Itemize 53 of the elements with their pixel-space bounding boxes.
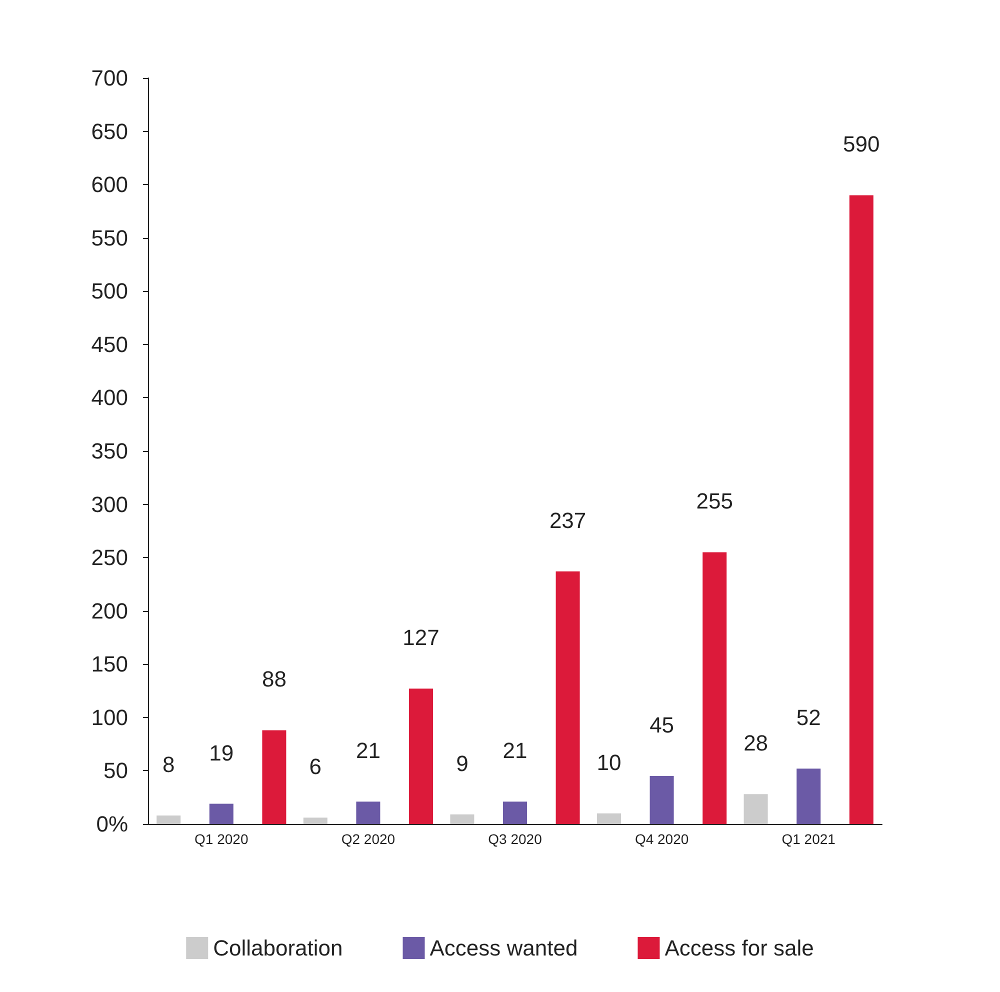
bar — [849, 195, 874, 824]
x-tick-label: Q2 2020 — [341, 831, 396, 847]
data-label: 6 — [309, 754, 322, 780]
y-tick-label: 400 — [91, 385, 128, 410]
bar — [156, 815, 181, 824]
bar — [796, 768, 821, 824]
y-tick-label: 200 — [91, 598, 128, 624]
data-label: 127 — [402, 625, 440, 650]
data-label: 10 — [596, 750, 622, 775]
y-tick-label: 350 — [91, 438, 128, 464]
data-label: 8 — [162, 752, 175, 777]
legend-label: Collaboration — [213, 936, 343, 960]
y-tick-label: 550 — [91, 225, 128, 250]
bar — [556, 571, 580, 824]
data-label: 9 — [456, 750, 468, 776]
y-tick-label: 650 — [91, 118, 128, 144]
bar — [303, 818, 328, 824]
data-label: 45 — [650, 712, 674, 738]
data-label: 28 — [744, 730, 768, 756]
data-label: 590 — [843, 132, 880, 157]
y-tick-label: 500 — [91, 278, 128, 304]
y-tick-label: 250 — [91, 545, 128, 570]
data-label: 19 — [209, 740, 234, 766]
data-label: 21 — [356, 738, 380, 764]
x-tick-label: Q1 2020 — [194, 831, 248, 847]
x-tick-label: Q4 2020 — [634, 831, 689, 847]
bar — [744, 794, 768, 824]
y-tick-label: 0% — [96, 812, 128, 836]
y-tick-label: 50 — [104, 758, 128, 784]
y-tick-label: 600 — [91, 172, 128, 198]
bar — [650, 776, 674, 824]
bar — [409, 688, 433, 824]
data-label: 52 — [796, 705, 821, 730]
data-label: 237 — [549, 508, 586, 533]
bar — [597, 813, 621, 824]
bar — [209, 804, 234, 824]
data-label: 21 — [502, 738, 528, 764]
legend-label: Access for sale — [664, 936, 814, 960]
legend-label: Access wanted — [430, 936, 578, 960]
data-label: 255 — [696, 488, 733, 514]
y-tick-label: 450 — [91, 332, 128, 357]
data-label: 88 — [262, 666, 286, 692]
x-tick-label: Q1 2021 — [782, 831, 836, 847]
bar — [503, 802, 527, 824]
bar — [356, 802, 380, 824]
y-tick-label: 300 — [91, 492, 128, 517]
y-tick-label: 150 — [91, 652, 128, 677]
bar — [450, 814, 474, 824]
bar — [702, 552, 727, 824]
bar — [262, 730, 286, 824]
y-tick-label: 100 — [91, 704, 128, 730]
x-tick-label: Q3 2020 — [488, 831, 542, 847]
y-tick-label: 700 — [91, 66, 128, 90]
